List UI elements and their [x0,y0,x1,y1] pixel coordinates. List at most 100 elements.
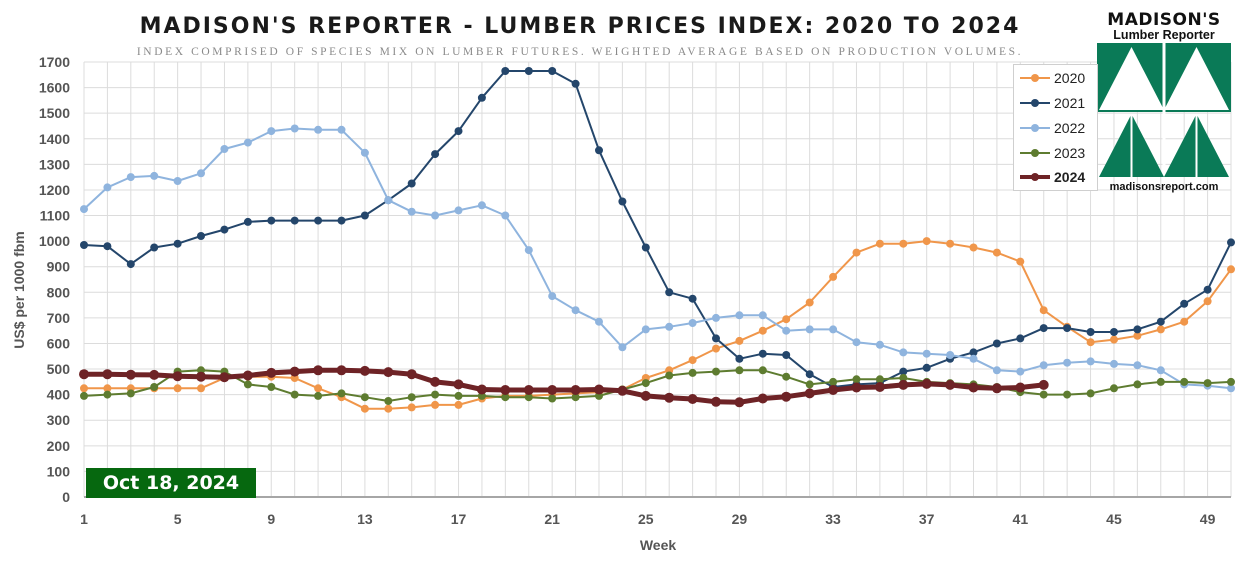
data-point-2020 [922,237,931,246]
data-point-2023 [548,394,557,403]
data-point-2020 [852,248,861,257]
data-point-2021 [477,93,486,102]
data-point-2020 [173,384,182,393]
x-tick-label: 45 [1106,511,1122,527]
data-point-2021 [126,260,135,269]
data-point-2020 [829,272,838,281]
data-point-2021 [899,367,908,376]
x-tick-label: 21 [544,511,560,527]
data-point-2022 [173,177,182,185]
data-point-2023 [360,393,369,402]
data-point-2023 [524,393,533,402]
data-point-2023 [735,366,744,375]
x-tick-label: 33 [825,511,841,527]
data-point-2023 [454,391,463,400]
data-point-2021 [501,67,510,75]
series-2023 [80,366,1235,405]
data-point-2022 [1156,366,1165,375]
series-2024 [79,365,1049,408]
legend-label-2024: 2024 [1054,169,1086,185]
data-point-2024 [711,396,721,407]
x-tick-label: 49 [1200,511,1216,527]
data-point-2024 [406,369,417,380]
y-tick-label: 400 [47,387,71,403]
data-point-2022 [454,206,463,215]
y-tick-label: 600 [47,335,71,351]
chart-title: MADISON'S REPORTER - LUMBER PRICES INDEX… [139,14,1021,39]
data-point-2020 [431,400,440,409]
data-point-2022 [431,211,440,220]
data-point-2023 [1039,390,1048,399]
data-point-2022 [314,125,323,134]
data-point-2023 [431,390,440,399]
data-point-2022 [782,326,791,335]
y-tick-label: 0 [62,489,70,505]
data-point-2023 [1203,379,1212,388]
data-point-2023 [1133,380,1142,389]
data-point-2020 [314,384,323,393]
data-point-2022 [407,207,416,216]
data-point-2023 [337,389,346,398]
y-tick-label: 800 [47,284,71,300]
data-point-2024 [687,394,698,404]
data-point-2021 [1110,328,1118,336]
data-point-2022 [829,325,838,334]
x-tick-label: 25 [638,511,654,527]
chart-axes: 0 100 200 300 400 500 600 700 800 900 1000 1100 1200… [39,54,1231,527]
data-point-2022 [735,311,744,320]
data-point-2023 [103,390,112,399]
data-point-2021 [337,216,346,225]
data-point-2020 [360,404,369,413]
x-tick-label: 13 [357,511,373,527]
data-point-2021 [571,79,580,88]
data-point-2024 [921,378,932,389]
data-point-2021 [431,150,440,159]
y-tick-label: 900 [47,259,71,275]
x-tick-label: 5 [174,511,182,527]
tree-logo-icon [1097,43,1231,181]
data-point-2024 [781,391,792,402]
data-point-2020 [712,344,720,353]
data-point-2021 [150,243,159,252]
data-point-2021 [735,354,744,363]
date-badge: Oct 18, 2024 [86,468,256,498]
legend-item-2021: 2021 [1014,91,1097,115]
y-axis-label: US$ per 1000 fbm [11,231,27,349]
data-point-2022 [103,183,112,192]
x-tick-label: 37 [919,511,935,527]
data-point-2021 [1016,334,1025,343]
data-point-2021 [290,216,299,225]
data-point-2023 [1063,390,1072,399]
data-point-2022 [688,319,697,327]
data-point-2023 [852,375,861,384]
legend-label-2021: 2021 [1054,95,1086,111]
data-point-2023 [829,377,838,386]
data-point-2024 [594,384,604,395]
data-point-2020 [946,239,955,248]
x-tick-label: 41 [1013,511,1029,527]
data-point-2021 [922,363,931,372]
data-point-2022 [969,354,978,363]
data-point-2024 [617,385,628,396]
series-2022 [80,124,1235,393]
data-point-2022 [665,322,674,331]
data-point-2024 [828,385,839,395]
data-point-2020 [688,356,697,365]
y-tick-label: 1500 [39,105,70,121]
data-point-2021 [782,351,791,359]
data-point-2021 [454,127,463,136]
data-point-2023 [1180,377,1189,386]
data-point-2021 [1086,328,1095,336]
data-point-2022 [267,127,276,136]
data-point-2024 [102,369,113,380]
data-point-2020 [735,336,744,345]
data-point-2023 [712,367,720,376]
data-point-2021 [103,242,112,251]
x-axis-label: Week [640,537,677,553]
data-point-2023 [80,391,88,400]
data-point-2021 [758,349,767,358]
data-point-2024 [196,371,206,382]
data-point-2020 [782,315,791,324]
data-point-2020 [1227,265,1235,274]
